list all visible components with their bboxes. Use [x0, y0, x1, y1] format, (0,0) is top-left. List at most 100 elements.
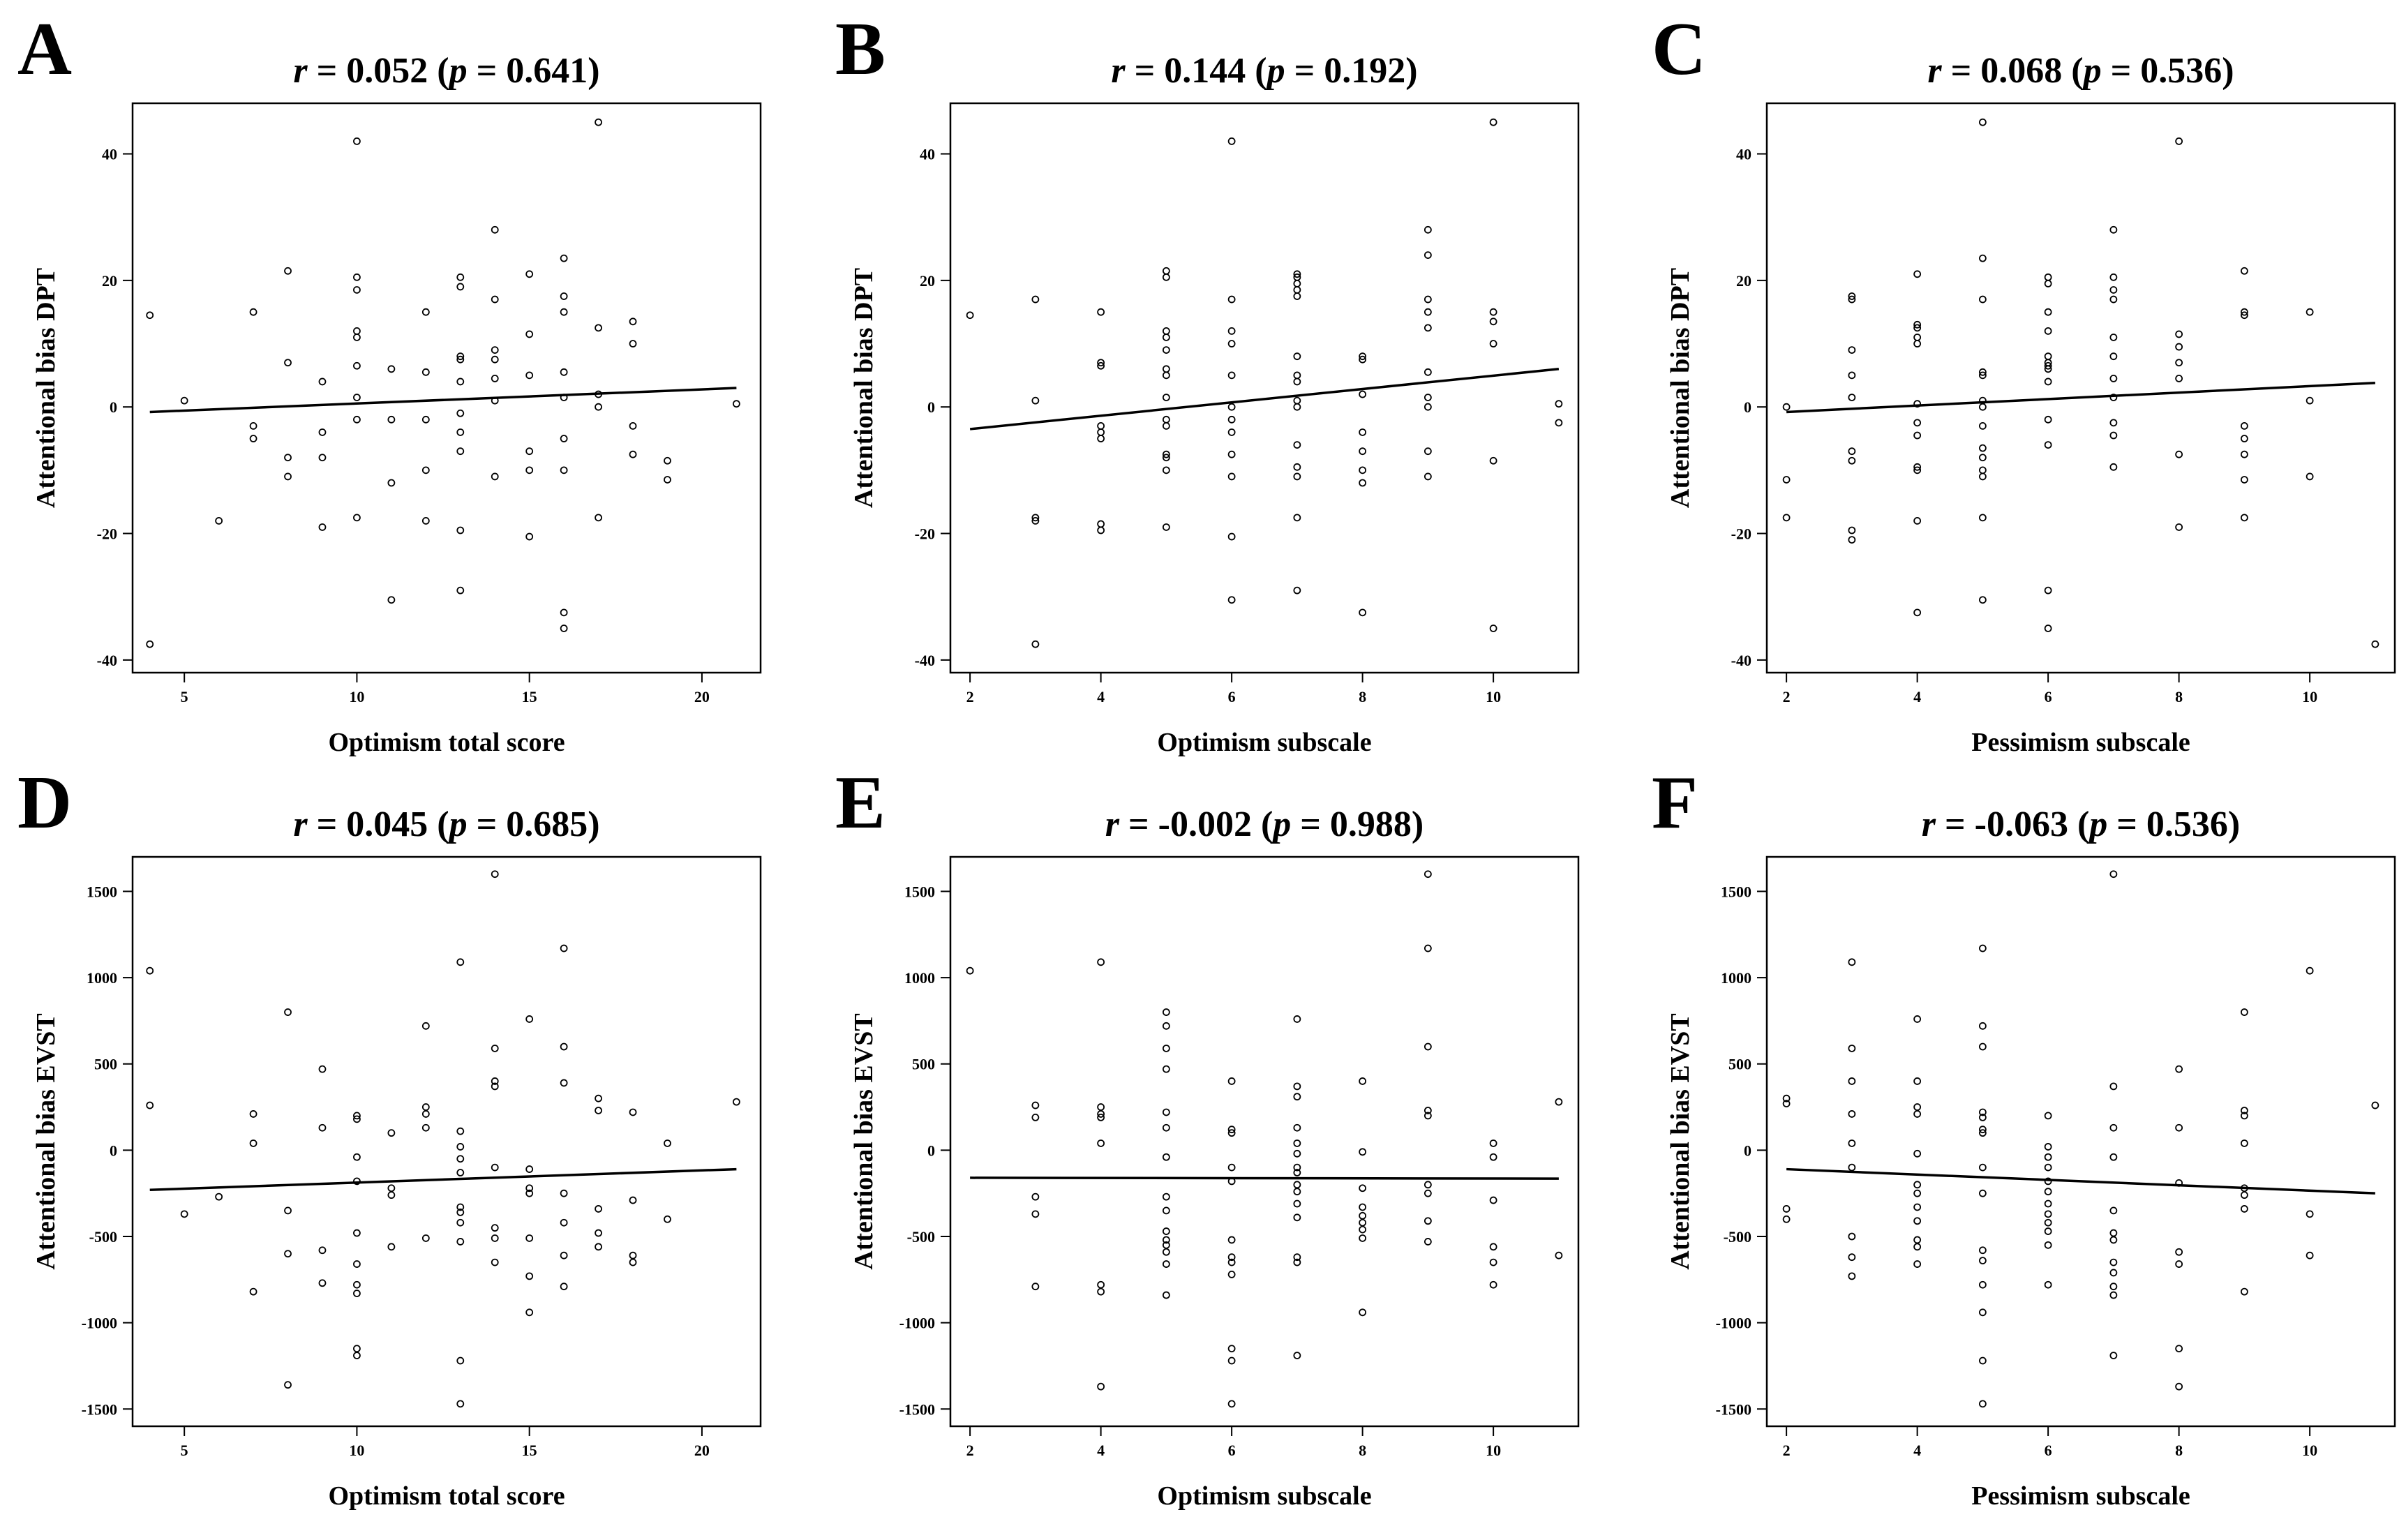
data-point: [1162, 394, 1170, 401]
data-point: [2044, 1112, 2052, 1120]
data-point: [1848, 1110, 1856, 1118]
x-tick-label: 20: [694, 1442, 710, 1459]
data-point: [1162, 523, 1170, 531]
data-point: [1293, 1352, 1301, 1360]
data-point: [1848, 1232, 1856, 1241]
data-point: [629, 1108, 637, 1116]
y-tick-label: -40: [1731, 652, 1751, 669]
x-tick-label: 2: [966, 688, 974, 705]
data-point: [387, 1243, 396, 1251]
data-point: [560, 1251, 568, 1259]
x-tick-label: 5: [181, 1442, 188, 1459]
data-point: [1978, 1356, 1987, 1365]
data-point: [2109, 394, 2118, 401]
data-point: [595, 1243, 602, 1251]
data-point: [2044, 586, 2052, 595]
p-value: 0.641: [506, 51, 588, 91]
data-point: [2306, 1210, 2314, 1218]
p-value: 0.685: [506, 805, 588, 844]
y-tick-label: -1500: [82, 1400, 117, 1418]
y-tick-label: -40: [915, 652, 935, 669]
data-point: [629, 1196, 637, 1204]
data-point: [318, 523, 327, 531]
x-axis-label: Pessimism subscale: [1971, 1481, 2190, 1511]
data-point: [1162, 334, 1170, 341]
plot-frame: [949, 102, 1580, 674]
data-point: [249, 1110, 257, 1118]
data-point: [1848, 1163, 1856, 1172]
data-point: [1162, 454, 1170, 462]
data-point: [387, 1191, 396, 1199]
x-tick-label: 4: [1913, 1442, 1921, 1459]
data-point: [1913, 320, 1922, 329]
data-point: [1978, 1163, 1987, 1172]
data-point: [595, 514, 602, 522]
data-point: [1782, 514, 1791, 522]
data-point: [525, 371, 534, 380]
data-point: [525, 270, 534, 278]
data-point: [1848, 526, 1856, 534]
data-point: [2109, 1082, 2118, 1091]
data-point: [664, 456, 671, 465]
y-tick-label: 40: [920, 146, 935, 163]
data-point: [353, 1289, 361, 1297]
data-point: [2240, 1287, 2248, 1296]
data-point: [1978, 1400, 1987, 1408]
data-point: [1031, 640, 1040, 648]
data-point: [1782, 1100, 1791, 1107]
data-point: [1913, 1236, 1922, 1244]
data-point: [1293, 1163, 1301, 1172]
data-point: [2109, 295, 2118, 304]
data-point: [491, 295, 499, 304]
data-point: [318, 1065, 327, 1073]
data-point: [387, 479, 396, 487]
data-point: [1162, 1022, 1170, 1030]
data-point: [353, 1280, 361, 1289]
data-point: [2240, 1191, 2248, 1199]
data-point: [1227, 415, 1236, 424]
data-point: [1293, 270, 1301, 278]
data-point: [1097, 308, 1105, 316]
data-point: [1848, 1045, 1856, 1052]
panel-letter: F: [1652, 761, 1698, 844]
data-point: [2044, 361, 2052, 370]
data-point: [1162, 1108, 1170, 1116]
data-point: [2109, 1352, 2118, 1360]
data-point: [421, 1123, 430, 1132]
data-point: [1097, 958, 1105, 966]
data-point: [1293, 1093, 1301, 1101]
data-point: [1227, 428, 1236, 436]
x-tick-label: 2: [966, 1442, 974, 1459]
data-point: [456, 428, 465, 436]
data-point: [1782, 1094, 1791, 1102]
data-point: [1227, 340, 1236, 347]
data-point: [1031, 396, 1040, 405]
data-point: [560, 368, 568, 376]
data-point: [456, 1208, 465, 1216]
data-point: [1293, 514, 1301, 522]
y-tick-label: -1500: [899, 1400, 935, 1418]
data-point: [1293, 1082, 1301, 1091]
data-point: [1424, 944, 1432, 952]
data-point: [1359, 1218, 1367, 1227]
regression-line: [1786, 381, 2375, 414]
data-point: [1162, 1045, 1170, 1052]
y-tick-label: -500: [907, 1228, 935, 1246]
data-point: [595, 324, 602, 332]
data-point: [284, 359, 292, 367]
data-point: [387, 596, 396, 604]
data-point: [1097, 428, 1105, 436]
data-point: [2240, 308, 2248, 316]
data-point: [1424, 403, 1432, 411]
data-point: [1424, 368, 1432, 376]
data-point: [2044, 279, 2052, 287]
x-tick-label: 10: [1486, 688, 1501, 705]
data-point: [560, 608, 568, 617]
data-point: [491, 1163, 499, 1172]
data-point: [2109, 1258, 2118, 1266]
data-point: [456, 1238, 465, 1246]
